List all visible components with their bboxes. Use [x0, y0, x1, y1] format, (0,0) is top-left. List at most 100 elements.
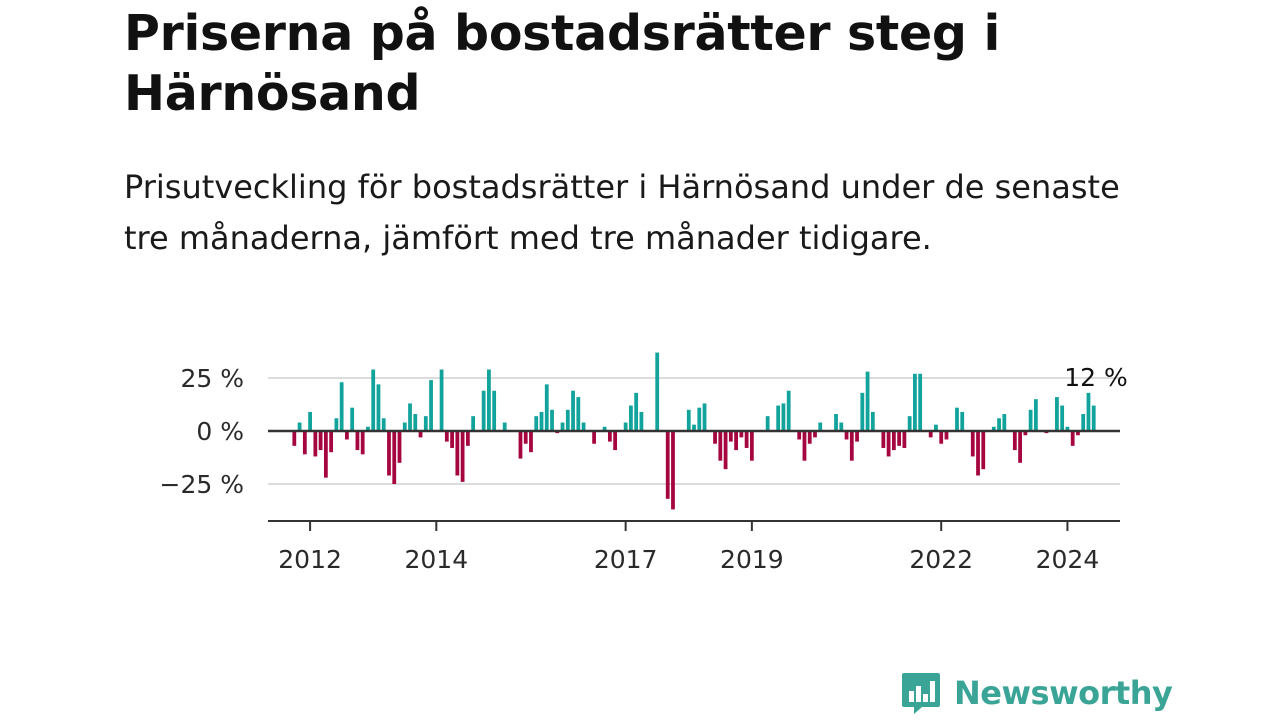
bar — [1091, 405, 1096, 431]
bar — [323, 431, 328, 478]
bar — [839, 422, 844, 431]
y-tick-label: 0 % — [196, 417, 244, 446]
bar — [565, 409, 570, 431]
bar — [807, 431, 812, 444]
bar — [418, 431, 423, 438]
bar — [339, 382, 344, 431]
bar — [550, 409, 554, 431]
bar — [439, 369, 444, 431]
bar — [1070, 431, 1075, 446]
bar — [1012, 431, 1017, 451]
bar — [607, 431, 612, 442]
bar — [623, 422, 628, 431]
bar — [297, 422, 302, 431]
bar — [860, 392, 865, 431]
bar — [292, 431, 297, 446]
bar — [802, 431, 807, 461]
bar — [934, 424, 938, 431]
bar — [334, 418, 339, 431]
bar — [602, 426, 607, 431]
bar — [697, 407, 702, 431]
bar — [891, 431, 896, 451]
bar — [970, 431, 975, 457]
bar — [1018, 431, 1022, 463]
bar — [308, 411, 312, 431]
x-tick-label: 2019 — [720, 545, 784, 574]
bar — [1076, 431, 1080, 436]
bar-series — [292, 352, 1096, 510]
bar — [634, 392, 639, 431]
bar — [302, 431, 307, 455]
bar — [381, 418, 386, 431]
bar — [450, 431, 454, 448]
bar — [944, 431, 949, 440]
bar — [487, 369, 491, 431]
bar — [834, 414, 838, 431]
bar — [576, 397, 581, 431]
last-value-label: 12 % — [1064, 363, 1128, 392]
bar — [665, 431, 670, 499]
bar — [460, 431, 465, 482]
bar — [939, 431, 944, 444]
axis-labels: 25 % 0 % −25 % 2012 2014 2017 2019 2022 2024 12 % — [160, 363, 1128, 574]
bar — [686, 409, 691, 431]
chart-title: Priserna på bostadsrätter steg i Härnösa… — [124, 5, 1000, 122]
x-tick-label: 2022 — [909, 545, 973, 574]
bar — [387, 431, 391, 476]
bar — [1065, 426, 1070, 431]
bar — [897, 431, 902, 446]
x-tick-label: 2024 — [1036, 545, 1100, 574]
bar — [629, 405, 633, 431]
bar — [671, 431, 675, 510]
bar — [744, 431, 749, 448]
bar — [1055, 397, 1059, 431]
bar — [718, 431, 723, 461]
bar — [392, 431, 397, 484]
axes — [268, 429, 1120, 531]
x-tick-label: 2014 — [405, 545, 469, 574]
bar — [928, 431, 933, 438]
bar — [471, 416, 476, 431]
bar — [713, 431, 717, 444]
newsworthy-logo: Newsworthy — [900, 668, 1173, 718]
newsworthy-wordmark: Newsworthy — [954, 674, 1173, 712]
bar — [844, 431, 849, 440]
bar — [366, 426, 370, 431]
bar — [723, 431, 728, 470]
bar — [639, 411, 644, 431]
bar — [534, 416, 539, 431]
bar — [423, 416, 428, 431]
bar — [728, 431, 733, 442]
bar — [408, 403, 412, 431]
bar — [518, 431, 523, 459]
bar — [797, 431, 802, 440]
y-tick-label: −25 % — [160, 470, 244, 499]
x-tick-label: 2012 — [278, 545, 342, 574]
bar — [997, 418, 1001, 431]
bar — [376, 384, 381, 431]
bar — [870, 411, 875, 431]
bar — [1081, 414, 1086, 431]
bar — [360, 431, 365, 455]
bar — [413, 414, 418, 431]
newsworthy-logo-icon — [902, 673, 940, 714]
bar — [855, 431, 859, 442]
bar — [781, 403, 786, 431]
bar — [529, 431, 533, 453]
bar — [318, 431, 323, 451]
bar — [776, 405, 781, 431]
bar — [886, 431, 891, 457]
bar — [655, 352, 660, 431]
x-tick-label: 2017 — [594, 545, 658, 574]
bar — [523, 431, 528, 444]
bar — [765, 416, 770, 431]
bar — [429, 380, 433, 431]
bar — [692, 424, 696, 431]
bar — [544, 384, 549, 431]
bar — [749, 431, 754, 461]
bar — [955, 407, 959, 431]
bar — [539, 411, 544, 431]
bar — [1028, 409, 1033, 431]
bar — [991, 426, 996, 431]
bar — [865, 371, 870, 431]
